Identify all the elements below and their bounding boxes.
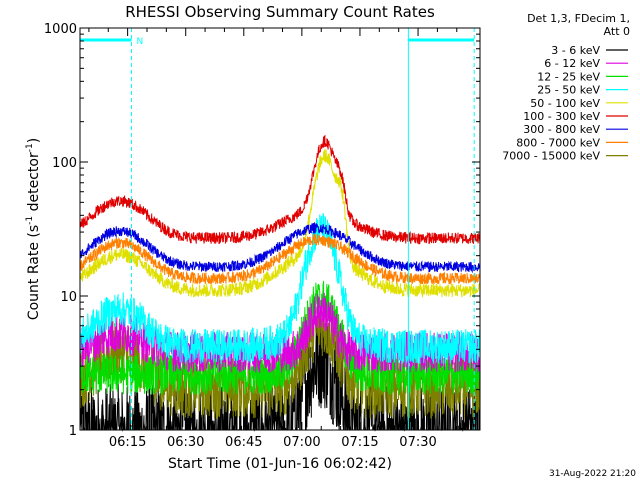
y-label-part3: ) bbox=[26, 138, 42, 143]
legend-label-8: 7000 - 15000 keV bbox=[502, 150, 600, 163]
axes-layer: 1 10 100 1000 06:15 06:30 06:45 07:00 07:15 07:30 bbox=[44, 22, 481, 450]
legend-label-1: 6 - 12 keV bbox=[544, 57, 600, 70]
x-tick-label: 06:45 bbox=[225, 435, 262, 450]
legend-label-0: 3 - 6 keV bbox=[551, 44, 600, 57]
x-tick-label: 07:00 bbox=[283, 435, 320, 450]
y-tick-label: 1000 bbox=[44, 22, 77, 37]
data-layer: N bbox=[79, 28, 481, 432]
x-tick-label: 06:30 bbox=[167, 435, 204, 450]
plot-frame bbox=[79, 27, 481, 431]
y-label-part1: Count Rate (s bbox=[26, 225, 42, 320]
y-tick-label: 1 bbox=[69, 424, 77, 439]
legend-label-2: 12 - 25 keV bbox=[537, 70, 600, 83]
series-line-3 bbox=[79, 213, 481, 364]
x-tick-label: 07:30 bbox=[399, 435, 436, 450]
y-axis-label: Count Rate (s-1 detector-1) bbox=[25, 138, 42, 320]
night-marker-label: N bbox=[137, 37, 144, 47]
series-line-5 bbox=[79, 134, 481, 245]
chart-title: RHESSI Observing Summary Count Rates bbox=[125, 3, 435, 21]
series-line-4 bbox=[79, 148, 481, 298]
legend-label-3: 25 - 50 keV bbox=[537, 84, 600, 97]
x-tick-label: 07:15 bbox=[341, 435, 378, 450]
legend-label-5: 100 - 300 keV bbox=[523, 110, 600, 123]
series-line-6 bbox=[79, 221, 481, 274]
legend-header-line-1: Det 1,3, FDecim 1, bbox=[527, 12, 630, 25]
y-tick-label: 100 bbox=[52, 156, 77, 171]
y-tick-label: 10 bbox=[60, 290, 77, 305]
y-label-part2: detector bbox=[26, 152, 42, 216]
y-label-sup2: -1 bbox=[25, 143, 35, 152]
legend-label-4: 50 - 100 keV bbox=[530, 97, 600, 110]
legend-label-6: 300 - 800 keV bbox=[523, 123, 600, 136]
x-axis-label: Start Time (01-Jun-16 06:02:42) bbox=[168, 456, 392, 472]
footer-date: 31-Aug-2022 21:20 bbox=[549, 469, 636, 479]
y-label-sup1: -1 bbox=[25, 216, 35, 225]
x-tick-label: 06:15 bbox=[109, 435, 146, 450]
legend-label-7: 800 - 7000 keV bbox=[516, 136, 600, 149]
legend-header-line-2: Att 0 bbox=[604, 25, 630, 38]
series-line-7 bbox=[79, 233, 481, 286]
